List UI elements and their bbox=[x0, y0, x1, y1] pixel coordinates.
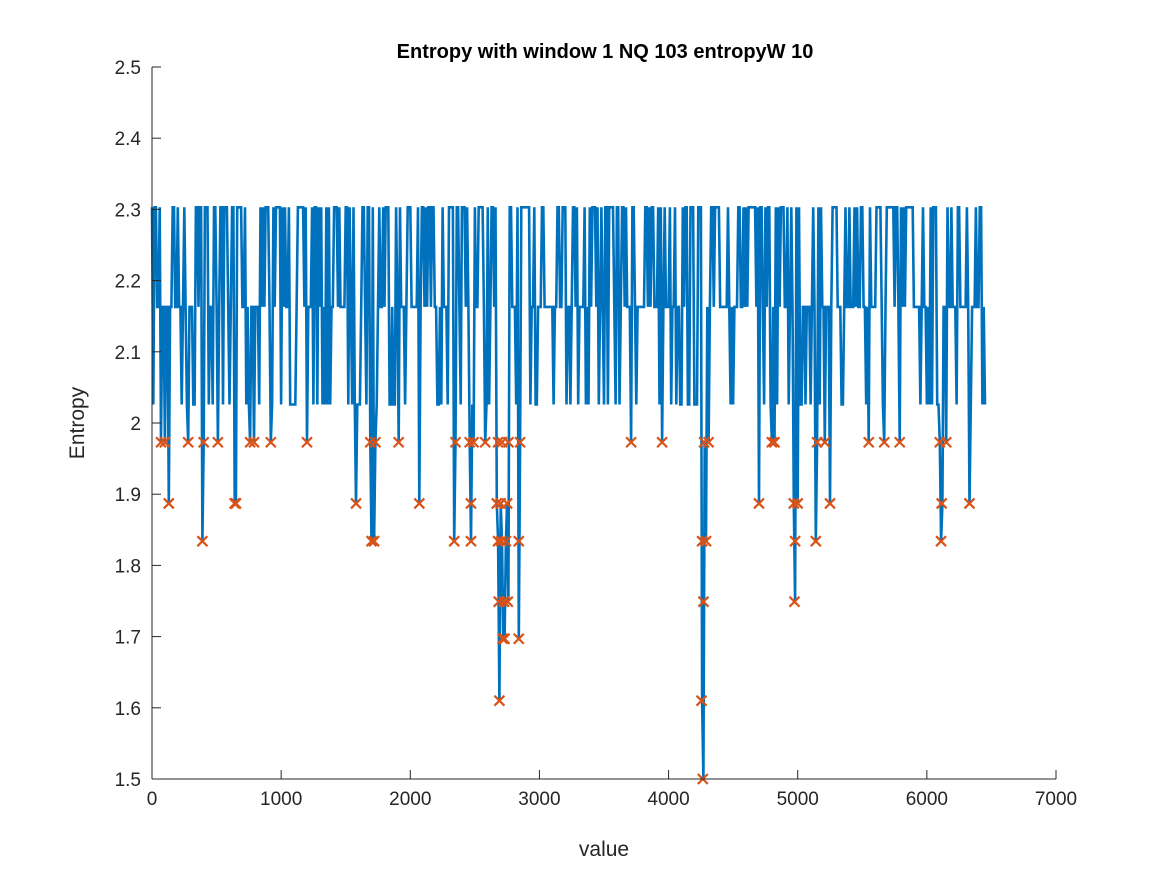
dip-marker bbox=[500, 535, 512, 547]
axes bbox=[151, 67, 1056, 780]
dip-marker bbox=[479, 436, 491, 449]
dip-marker bbox=[265, 436, 277, 449]
dip-marker bbox=[810, 535, 822, 547]
dip-marker bbox=[768, 436, 781, 449]
x-tick-label: 5000 bbox=[777, 789, 819, 810]
dip-marker bbox=[491, 497, 503, 510]
dip-marker bbox=[244, 436, 256, 449]
dip-marker bbox=[502, 595, 514, 608]
dip-marker bbox=[369, 436, 382, 449]
dip-marker bbox=[702, 436, 715, 449]
y-tick-label: 2.5 bbox=[115, 58, 141, 79]
y-tick-label: 2.2 bbox=[115, 272, 141, 293]
y-tick-label: 1.8 bbox=[115, 556, 141, 577]
dip-marker bbox=[155, 436, 167, 449]
dip-marker bbox=[502, 436, 515, 449]
dip-marker bbox=[197, 436, 210, 449]
dip-marker bbox=[512, 535, 525, 547]
y-tick-label: 2.4 bbox=[115, 129, 142, 150]
dip-marker bbox=[878, 436, 891, 449]
x-tick-label: 4000 bbox=[647, 789, 689, 810]
dip-marker bbox=[498, 595, 510, 608]
dip-marker bbox=[465, 535, 477, 547]
dip-marker bbox=[301, 436, 313, 449]
dip-marker bbox=[467, 436, 480, 449]
x-tick-label: 0 bbox=[147, 789, 158, 810]
dip-marker bbox=[766, 436, 778, 449]
dip-marker bbox=[350, 497, 362, 510]
dip-marker bbox=[492, 436, 504, 449]
dip-marker bbox=[212, 436, 224, 449]
y-tick-label: 2 bbox=[130, 414, 141, 435]
dip-marker bbox=[248, 436, 260, 449]
x-tick-label: 7000 bbox=[1035, 789, 1077, 810]
y-tick-label: 2.3 bbox=[115, 200, 141, 221]
y-tick-label: 1.7 bbox=[115, 628, 141, 649]
y-tick-label: 2.1 bbox=[115, 343, 141, 364]
dip-marker bbox=[935, 535, 947, 547]
dip-marker bbox=[791, 497, 804, 510]
dip-marker bbox=[940, 436, 953, 449]
dip-marker bbox=[697, 595, 710, 608]
dip-marker bbox=[493, 694, 506, 707]
dip-marker bbox=[788, 595, 801, 608]
dip-marker bbox=[465, 497, 477, 510]
y-tick-label: 1.6 bbox=[115, 699, 141, 720]
dip-marker bbox=[182, 436, 194, 449]
entropy-series-line bbox=[150, 206, 987, 780]
dip-marker bbox=[392, 436, 405, 449]
x-tick-label: 6000 bbox=[906, 789, 948, 810]
dip-marker bbox=[789, 535, 801, 547]
marker-layer bbox=[155, 436, 976, 785]
y-tick-label: 1.9 bbox=[115, 485, 141, 506]
dip-marker bbox=[448, 535, 460, 547]
chart-title: Entropy with window 1 NQ 103 entropyW 10 bbox=[397, 41, 814, 63]
x-ticks: 0 1000 2000 3000 4000 5000 6000 7000 bbox=[147, 770, 1077, 810]
dip-marker bbox=[501, 497, 513, 510]
dip-marker bbox=[695, 694, 708, 707]
y-axis-label: Entropy bbox=[66, 386, 89, 459]
dip-marker bbox=[496, 632, 509, 645]
dip-marker bbox=[788, 497, 800, 510]
dip-marker bbox=[935, 497, 948, 510]
dip-marker bbox=[696, 535, 708, 547]
dip-marker bbox=[862, 436, 875, 449]
dip-marker bbox=[753, 497, 765, 510]
x-axis-label: value bbox=[579, 838, 629, 861]
dip-marker bbox=[163, 497, 175, 510]
dip-marker bbox=[365, 535, 378, 547]
plot-area bbox=[150, 206, 987, 780]
dip-marker bbox=[159, 436, 171, 449]
y-tick-label: 1.5 bbox=[115, 770, 141, 791]
dip-marker bbox=[700, 535, 712, 547]
x-tick-label: 2000 bbox=[389, 789, 431, 810]
dip-marker bbox=[963, 497, 976, 510]
dip-marker bbox=[413, 497, 426, 510]
x-tick-label: 3000 bbox=[518, 789, 560, 810]
dip-marker bbox=[512, 632, 525, 645]
dip-marker bbox=[495, 535, 508, 547]
dip-marker bbox=[824, 497, 836, 510]
dip-marker bbox=[230, 497, 242, 510]
dip-marker bbox=[463, 436, 476, 449]
dip-marker bbox=[656, 436, 668, 449]
dip-marker bbox=[196, 535, 209, 547]
dip-marker bbox=[449, 436, 462, 449]
dip-marker bbox=[498, 632, 511, 645]
x-tick-label: 1000 bbox=[260, 789, 302, 810]
dip-marker bbox=[625, 436, 637, 449]
y-ticks: 1.5 1.6 1.7 1.8 1.9 2 2.1 2.2 2.3 2.4 2.5 bbox=[115, 58, 161, 791]
dip-marker bbox=[819, 436, 831, 449]
dip-marker bbox=[893, 436, 906, 449]
dip-marker bbox=[698, 436, 710, 449]
dip-marker bbox=[368, 535, 380, 547]
dip-marker bbox=[514, 436, 526, 449]
